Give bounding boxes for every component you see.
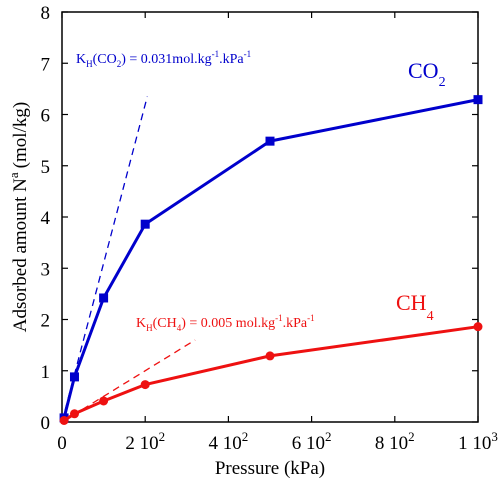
y-tick-label: 0 [41, 413, 51, 434]
kh-ch4-k: K [136, 316, 146, 331]
y-axis-title-unit: (mol/kg) [10, 102, 31, 169]
y-tick-label: 4 [41, 208, 51, 229]
kh-ch4-gas: (CH [153, 316, 177, 331]
kh-co2-exp2: -1 [244, 49, 252, 59]
kh-co2-unit: .kPa [219, 52, 244, 67]
kh-ch4-value: ) = 0.005 mol.kg [181, 316, 275, 331]
data-point-ch4 [473, 322, 483, 332]
henry-fit-lines [61, 96, 196, 423]
y-tick-label: 6 [41, 106, 51, 127]
y-tick-label: 1 [41, 362, 51, 383]
kh-co2-k: K [76, 52, 86, 67]
y-tick-label: 7 [41, 54, 51, 75]
kh-ch4-gas-sub: 4 [177, 323, 182, 333]
data-point-ch4 [265, 351, 275, 361]
series-layer [59, 95, 483, 425]
kh-ch4-exp2: -1 [307, 313, 315, 323]
data-point-ch4 [99, 396, 109, 406]
y-axis-title-sup: a [6, 172, 21, 178]
series-line-ch4 [63, 325, 479, 422]
series-label-ch4-sub: 4 [427, 309, 434, 324]
series-label-co2-sub: 2 [439, 75, 446, 90]
y-tick-label: 3 [41, 259, 51, 280]
x-tick-label: 0 [57, 433, 67, 454]
series-label-co2: CO2 [408, 58, 446, 90]
x-tick-label: 8 102 [375, 429, 415, 454]
kh-co2-value: ) = 0.031mol.kg [121, 52, 211, 67]
x-tick-label: 4 102 [209, 429, 249, 454]
henry-line-co2 [61, 96, 148, 423]
data-point-co2 [473, 95, 483, 105]
y-axis-title-main: Adsorbed amount N [10, 178, 31, 332]
kh-ch4-exp1: -1 [275, 313, 283, 323]
henry-annotation-ch4: KH(CH4) = 0.005 mol.kg-1.kPa-1 [136, 313, 315, 333]
data-point-ch4 [140, 380, 150, 390]
henry-annotation-co2: KH(CO2) = 0.031mol.kg-1.kPa-1 [76, 49, 251, 69]
y-tick-label: 2 [41, 311, 51, 332]
x-tick-label: 2 102 [125, 429, 165, 454]
data-point-ch4 [59, 415, 69, 425]
x-axis-title: Pressure (kPa) [215, 458, 325, 479]
kh-co2-exp1: -1 [212, 49, 220, 59]
data-point-ch4 [69, 409, 79, 419]
data-point-co2 [99, 293, 109, 303]
data-point-co2 [140, 219, 150, 229]
x-tick-label: 1 103 [458, 429, 498, 454]
series-label-co2-main: CO [408, 58, 439, 83]
kh-co2-h-sub: H [86, 59, 93, 69]
y-axis-title: Adsorbed amount Na (mol/kg) [6, 102, 31, 332]
data-point-co2 [69, 372, 79, 382]
data-point-co2 [265, 136, 275, 146]
kh-co2-gas-sub: 2 [117, 59, 122, 69]
kh-ch4-unit: .kPa [283, 316, 308, 331]
series-label-ch4-main: CH [396, 290, 427, 315]
x-tick-label: 6 102 [292, 429, 332, 454]
y-tick-label: 5 [41, 157, 51, 178]
kh-co2-gas: (CO [93, 52, 117, 67]
kh-ch4-h-sub: H [146, 323, 153, 333]
series-label-ch4: CH4 [396, 290, 434, 324]
series-line-co2 [62, 98, 479, 419]
y-tick-label: 8 [41, 3, 51, 24]
